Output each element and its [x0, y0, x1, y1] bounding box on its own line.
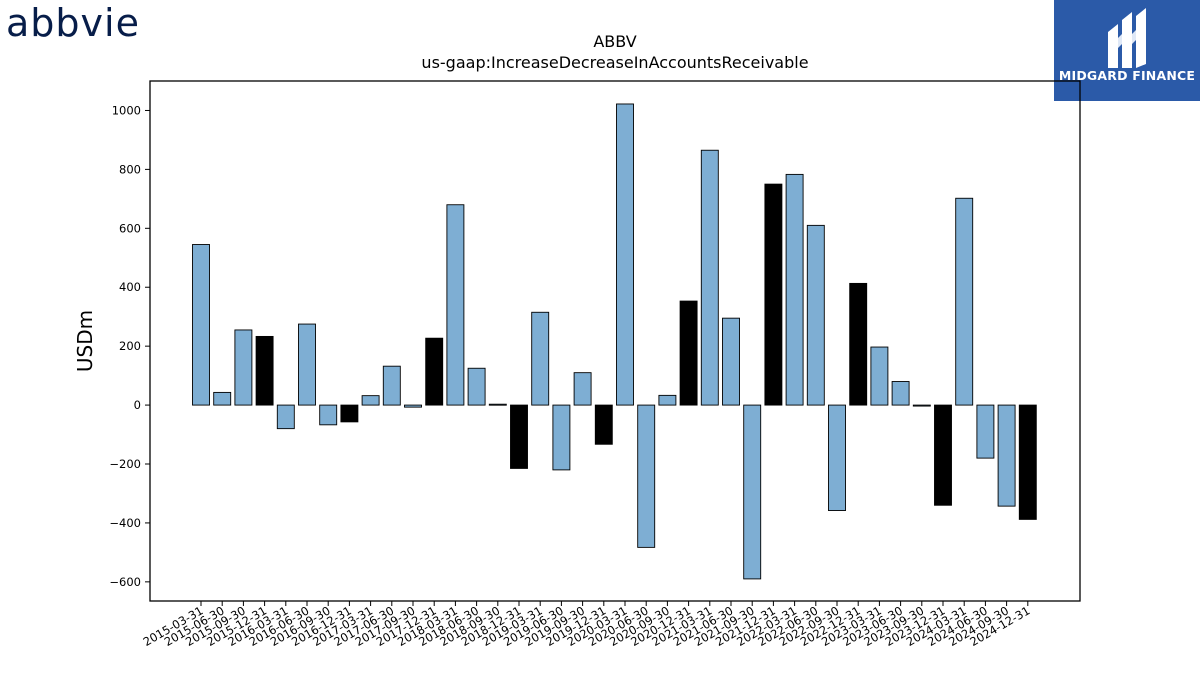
abbvie-logo: abbvie — [6, 1, 186, 46]
y-tick-label: 400 — [119, 280, 141, 294]
bar-2019-09-30 — [573, 372, 592, 406]
bar-2018-09-30 — [488, 403, 507, 406]
bar-2020-03-31 — [616, 103, 634, 406]
bar-2024-09-30 — [997, 404, 1016, 507]
y-tick-label: 600 — [119, 221, 141, 235]
bar-2015-12-31 — [255, 335, 274, 406]
bar-2021-12-31 — [764, 183, 783, 406]
bar-2021-06-30 — [722, 317, 740, 406]
bar-2020-09-30 — [658, 394, 677, 406]
bar-2022-12-31 — [849, 282, 868, 406]
bar-2022-03-31 — [785, 173, 804, 406]
bar-2021-03-31 — [700, 149, 719, 406]
bar-2024-03-31 — [955, 197, 974, 406]
bar-2023-06-30 — [891, 381, 910, 406]
bar-2024-12-31 — [1018, 404, 1037, 520]
abbvie-wordmark: abbvie — [6, 1, 140, 45]
bar-2022-09-30 — [828, 404, 846, 512]
bar-2023-12-31 — [934, 404, 952, 506]
bar-2020-06-30 — [637, 404, 656, 548]
y-tick-label: −400 — [109, 516, 141, 530]
bar-2023-03-31 — [870, 346, 889, 406]
bar-2022-06-30 — [806, 224, 825, 406]
bar-2017-12-31 — [425, 337, 444, 406]
y-tick-label: −200 — [109, 457, 141, 471]
bar-2021-09-30 — [743, 404, 762, 580]
bar-2017-09-30 — [404, 404, 422, 408]
y-axis-label: USDm — [73, 310, 97, 372]
bar-2018-03-31 — [446, 204, 465, 406]
chart-subtitle: us-gaap:IncreaseDecreaseInAccountsReceiv… — [421, 53, 809, 72]
bar-2020-12-31 — [679, 300, 698, 406]
y-tick-label: 1000 — [112, 103, 141, 117]
bar-2017-03-31 — [361, 395, 380, 406]
midgard-finance-logo: MIDGARD FINANCE — [1054, 0, 1200, 101]
bar-2023-09-30 — [912, 404, 931, 407]
abbvie-logo-text: abbvie — [6, 2, 140, 45]
midgard-finance-name: MIDGARD FINANCE — [1058, 68, 1196, 83]
bar-2015-03-31 — [192, 244, 210, 406]
midgard-emblem-icon — [1108, 8, 1146, 68]
bar-2019-06-30 — [552, 404, 571, 471]
bar-2024-06-30 — [976, 404, 995, 459]
y-axis: −600 −400 −200 0 200 400 600 800 1000 — [109, 103, 150, 589]
bar-series — [192, 103, 1037, 580]
y-tick-label: 200 — [119, 339, 141, 353]
bar-2016-06-30 — [298, 323, 316, 406]
bar-2017-06-30 — [382, 365, 401, 406]
bar-2016-09-30 — [319, 404, 338, 426]
bar-2015-09-30 — [234, 329, 253, 406]
bar-2016-12-31 — [340, 404, 359, 423]
bar-2018-06-30 — [467, 367, 486, 406]
y-tick-label: −600 — [109, 575, 141, 589]
chart-title: ABBV — [593, 32, 637, 51]
bar-2018-12-31 — [510, 404, 528, 469]
y-tick-label: 800 — [119, 162, 141, 176]
y-tick-label: 0 — [134, 398, 141, 412]
bar-2015-06-30 — [213, 391, 232, 406]
bar-2019-12-31 — [594, 404, 613, 445]
bar-2019-03-31 — [531, 311, 550, 406]
plot-frame — [149, 80, 1081, 602]
x-axis: 2015-03-312015-06-302015-09-302015-12-31… — [141, 601, 1032, 649]
bar-2016-03-31 — [276, 404, 295, 430]
